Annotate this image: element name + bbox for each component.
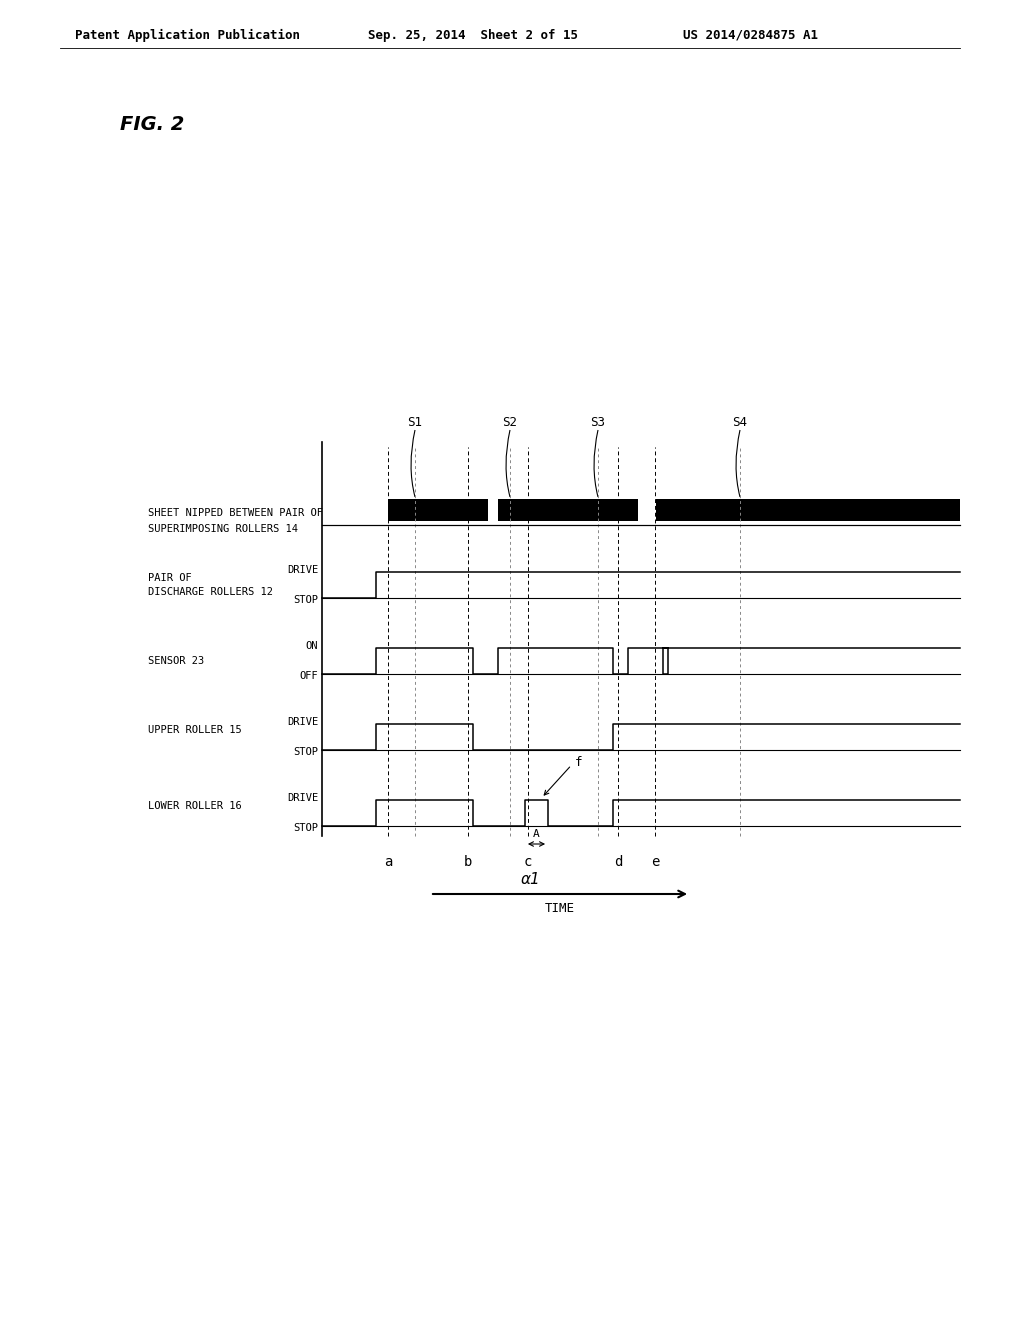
Text: b: b <box>464 855 472 869</box>
Text: DRIVE: DRIVE <box>287 565 318 576</box>
Text: ON: ON <box>305 642 318 651</box>
Text: DRIVE: DRIVE <box>287 717 318 727</box>
Text: LOWER ROLLER 16: LOWER ROLLER 16 <box>148 801 242 810</box>
Text: PAIR OF: PAIR OF <box>148 573 191 583</box>
Text: S3: S3 <box>591 416 605 429</box>
Text: Sep. 25, 2014  Sheet 2 of 15: Sep. 25, 2014 Sheet 2 of 15 <box>368 29 578 41</box>
Text: A: A <box>534 829 540 840</box>
Text: SHEET NIPPED BETWEEN PAIR OF: SHEET NIPPED BETWEEN PAIR OF <box>148 508 323 517</box>
Text: S2: S2 <box>503 416 517 429</box>
Text: DRIVE: DRIVE <box>287 793 318 803</box>
Text: SENSOR 23: SENSOR 23 <box>148 656 204 667</box>
Text: S1: S1 <box>408 416 423 429</box>
Text: c: c <box>524 855 532 869</box>
Bar <box>498 499 638 521</box>
Bar <box>388 499 488 521</box>
Text: a: a <box>384 855 392 869</box>
Text: TIME: TIME <box>545 902 575 915</box>
Text: FIG. 2: FIG. 2 <box>120 116 184 135</box>
Text: STOP: STOP <box>293 747 318 756</box>
Text: US 2014/0284875 A1: US 2014/0284875 A1 <box>683 29 818 41</box>
Text: d: d <box>613 855 623 869</box>
Text: f: f <box>574 756 582 770</box>
Text: DISCHARGE ROLLERS 12: DISCHARGE ROLLERS 12 <box>148 587 273 597</box>
Text: α1: α1 <box>520 873 540 887</box>
Text: STOP: STOP <box>293 822 318 833</box>
Text: Patent Application Publication: Patent Application Publication <box>75 29 300 41</box>
Text: SUPERIMPOSING ROLLERS 14: SUPERIMPOSING ROLLERS 14 <box>148 524 298 535</box>
Text: e: e <box>651 855 659 869</box>
Text: UPPER ROLLER 15: UPPER ROLLER 15 <box>148 725 242 735</box>
Text: S4: S4 <box>732 416 748 429</box>
Bar <box>656 499 961 521</box>
Text: OFF: OFF <box>299 671 318 681</box>
Text: STOP: STOP <box>293 595 318 605</box>
